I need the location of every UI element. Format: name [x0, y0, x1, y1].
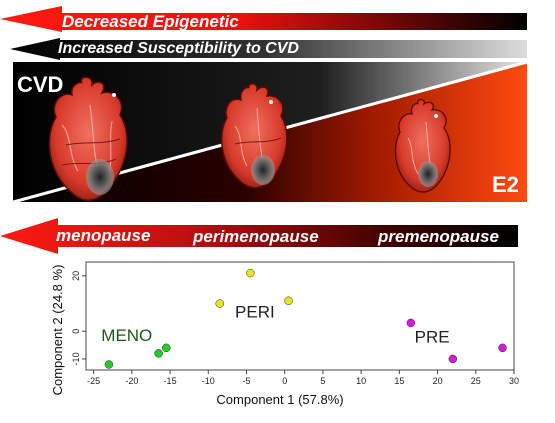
group-label-meno: MENO — [101, 326, 152, 345]
x-axis-label: Component 1 (57.8%) — [216, 392, 343, 407]
x-tick-label: 20 — [433, 376, 443, 386]
plot-frame — [85, 261, 515, 371]
data-point-pre — [498, 343, 507, 353]
decreased-epigenetic-arrow — [0, 6, 527, 32]
data-point-meno — [162, 343, 171, 353]
heart-small-icon — [394, 98, 451, 193]
increased-susceptibility-arrow — [10, 38, 527, 60]
y-tick-label: 0 — [71, 329, 81, 334]
y-tick-label: 20 — [71, 271, 81, 281]
data-point-peri — [215, 299, 224, 308]
cvd-label: CVD — [17, 72, 64, 97]
decreased-epigenetic-label: Decreased Epigenetic — [62, 12, 239, 31]
x-tick-label: 30 — [509, 376, 519, 386]
menopause-stage-arrow — [0, 218, 518, 254]
x-tick-label: 0 — [282, 376, 287, 386]
y-tick-label: -10 — [71, 352, 81, 365]
stage-perimenopause-label: perimenopause — [193, 227, 319, 246]
heart-medium-icon — [220, 83, 288, 189]
data-point-peri — [284, 296, 293, 306]
x-tick-label: 25 — [471, 376, 481, 386]
data-point-meno — [104, 360, 114, 369]
x-tick-label: -20 — [125, 376, 138, 386]
y-axis-label: Component 2 (24.8 %) — [50, 265, 65, 396]
x-tick-label: 15 — [394, 376, 404, 386]
e2-label: E2 — [492, 172, 519, 197]
stage-premenopause-label: premenopause — [378, 227, 499, 246]
heart-large-icon — [48, 76, 128, 201]
data-point-pre — [448, 354, 458, 364]
increased-susceptibility-label: Increased Susceptibility to CVD — [58, 40, 299, 57]
group-label-pre: PRE — [415, 327, 450, 346]
data-point-meno — [154, 349, 163, 358]
x-tick-label: -10 — [202, 376, 215, 386]
x-tick-label: -15 — [164, 376, 177, 386]
stage-menopause-label: menopause — [56, 226, 151, 245]
x-tick-label: -25 — [87, 376, 100, 386]
pca-scatter-chart: -25 -20 -15 -10 -5 0 5 10 15 20 25 30200-10Componen… — [50, 261, 519, 407]
data-point-pre — [406, 318, 416, 328]
x-tick-label: 10 — [356, 376, 366, 386]
group-label-peri: PERI — [235, 302, 275, 321]
x-tick-label: 5 — [320, 376, 325, 386]
data-point-peri — [246, 268, 255, 278]
x-tick-label: -5 — [242, 376, 250, 386]
